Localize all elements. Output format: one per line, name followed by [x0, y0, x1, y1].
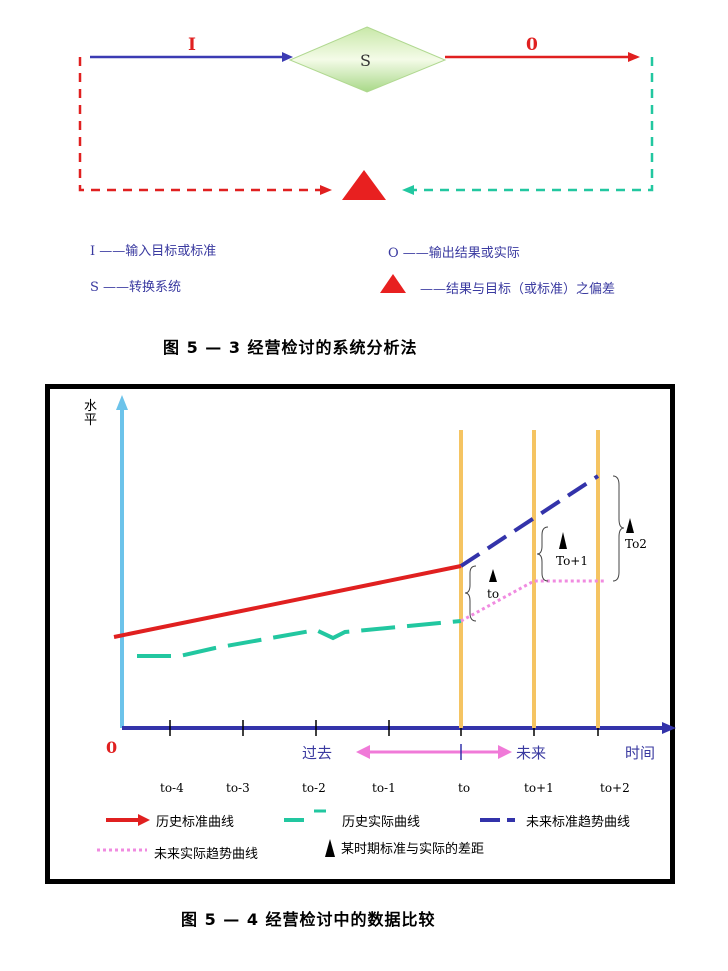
feedback-loop-right [412, 57, 654, 192]
y-axis-label: 水平 [84, 399, 98, 428]
output-label: 0 [526, 35, 538, 55]
gap-marker-icon-to [489, 569, 497, 582]
data-comparison-frame [45, 384, 675, 884]
tick-label-to-plus-2: to+2 [600, 781, 630, 795]
input-label: I [188, 35, 196, 55]
gap-label-to-plus-2: To2 [625, 537, 647, 551]
history-actual-curve [137, 619, 462, 658]
future-arrowhead [498, 745, 512, 759]
history-standard-curve [113, 564, 462, 639]
gap-brace-to [464, 565, 477, 622]
legend-gap-icon [325, 839, 335, 857]
legend-gap: 某时期标准与实际的差距 [341, 842, 485, 857]
tick-label-to: to [458, 781, 471, 795]
gap-brace-to-plus-2 [612, 475, 625, 582]
tick-label-to-3: to-3 [226, 781, 250, 795]
legend-input: I ——输入目标或标准 [90, 244, 217, 259]
legend-history-actual: 历史实际曲线 [342, 815, 421, 830]
tick-label-to-1: to-1 [372, 781, 396, 795]
input-arrowhead [282, 52, 293, 62]
tick-label-to-plus-1: to+1 [524, 781, 554, 795]
figure-caption-5-4: 图 5 — 4 经营检讨中的数据比较 [181, 910, 436, 929]
gap-label-to-plus-1: To+1 [556, 554, 588, 568]
time-label: 时间 [625, 744, 656, 762]
past-label: 过去 [302, 744, 333, 762]
deviation-triangle-icon [342, 170, 386, 200]
legend-future-standard: 未来标准趋势曲线 [526, 815, 631, 830]
gap-marker-icon-to-plus-2 [626, 518, 634, 533]
past-arrowhead [356, 745, 370, 759]
tick-label-to-4: to-4 [160, 781, 184, 795]
legend-history-standard-arrowhead [138, 814, 150, 826]
system-label: S [360, 51, 371, 70]
legend-system: S ——转换系统 [90, 280, 182, 295]
gap-marker-icon-to-plus-1 [559, 532, 567, 549]
system-diamond [288, 26, 447, 93]
system-analysis-diagram [78, 26, 654, 293]
feedback-left-arrowhead [320, 185, 332, 195]
legend-output: O ——输出结果或实际 [388, 246, 520, 261]
x-axis-arrowhead [662, 722, 676, 734]
legend-future-actual: 未来实际趋势曲线 [154, 847, 259, 862]
tick-label-to-2: to-2 [302, 781, 326, 795]
origin-label: 0 [106, 738, 118, 757]
legend-deviation-triangle-icon [380, 274, 406, 293]
future-label: 未来 [516, 744, 547, 762]
output-arrowhead [628, 52, 640, 62]
gap-label-to: to [487, 587, 500, 601]
future-standard-trend [459, 474, 600, 568]
feedback-loop-left [78, 57, 322, 192]
feedback-right-arrowhead [402, 185, 414, 195]
y-axis-arrowhead [116, 395, 128, 410]
legend-history-standard: 历史标准曲线 [156, 815, 235, 830]
figure-caption-5-3: 图 5 — 3 经营检讨的系统分析法 [163, 338, 418, 357]
legend-deviation: ——结果与目标（或标准）之偏差 [420, 282, 616, 297]
gap-brace-to-plus-1 [536, 526, 549, 582]
